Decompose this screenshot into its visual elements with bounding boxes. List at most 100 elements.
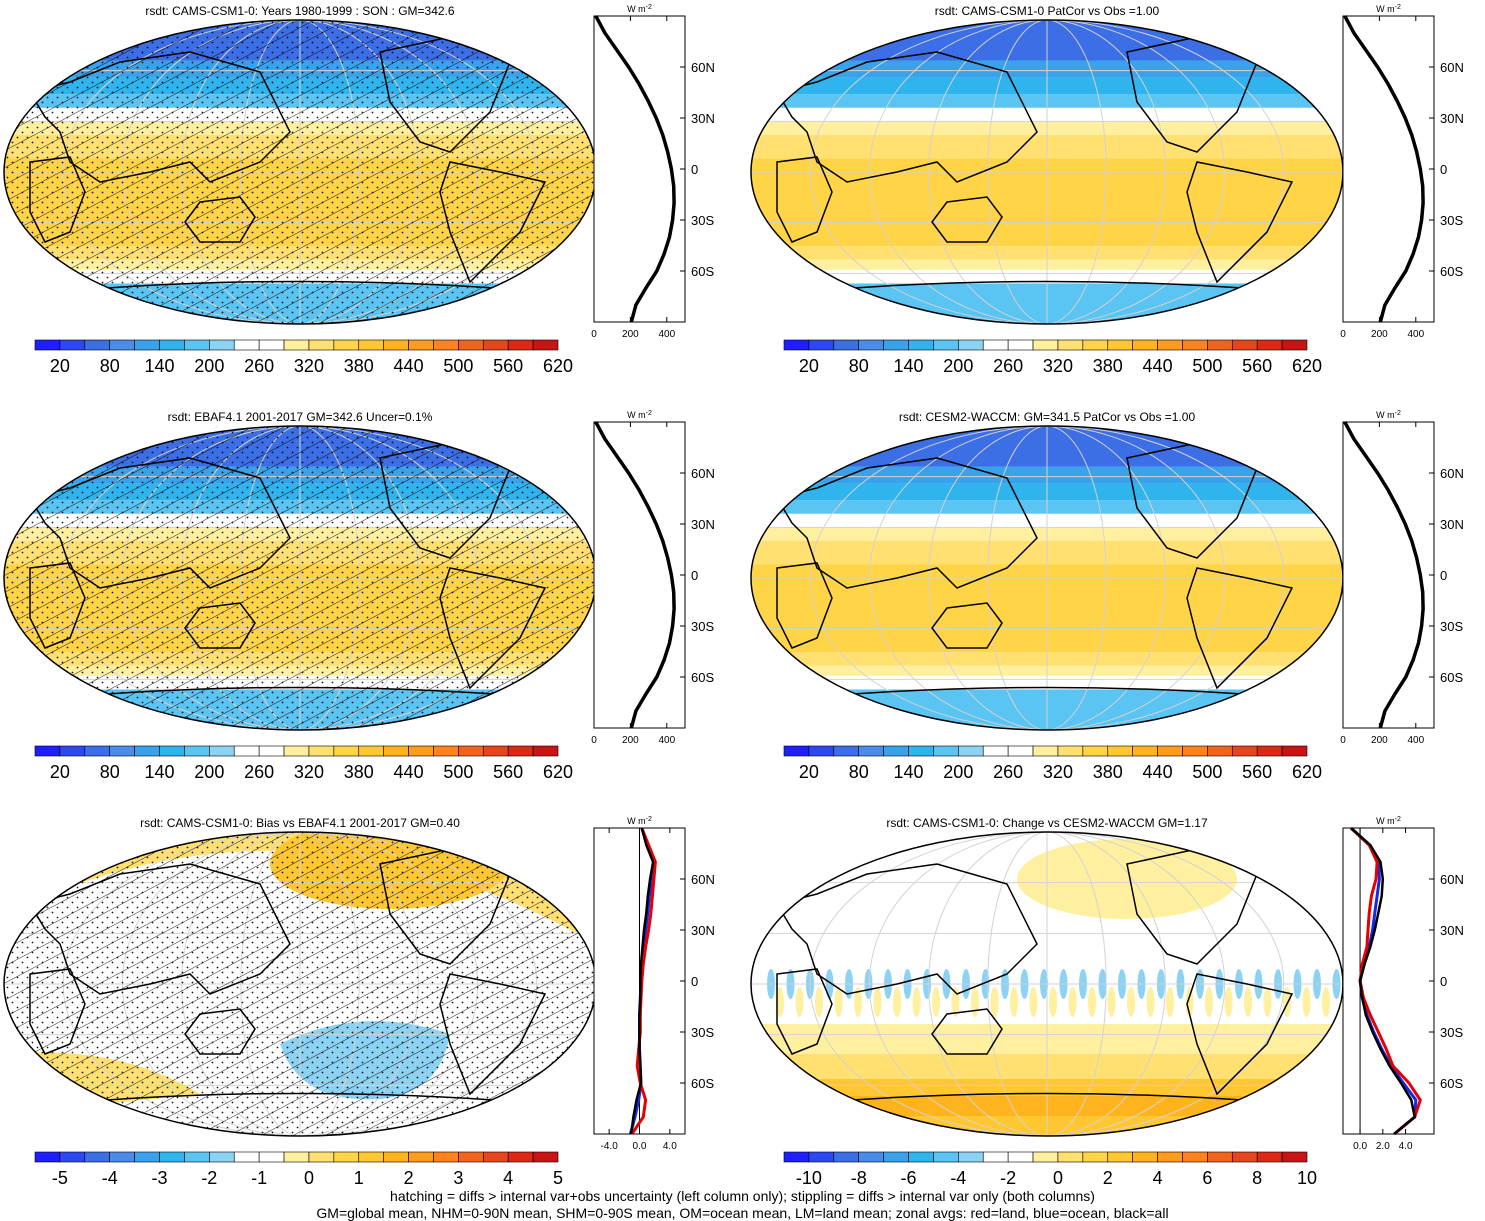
colorbar-box bbox=[482, 1151, 509, 1163]
lat-tick-label: 30N bbox=[691, 517, 715, 532]
colorbar-box bbox=[184, 745, 210, 757]
colorbar-label: -6 bbox=[901, 1168, 917, 1188]
colorbar-box bbox=[233, 339, 260, 351]
colorbar-box bbox=[358, 745, 384, 757]
zonal-plot-bias: W m-2 -4.0 0.0 4.0 60N 30N 0 30S 60S bbox=[593, 816, 715, 1152]
coast-africa bbox=[776, 562, 833, 649]
colorbar-box bbox=[1256, 745, 1283, 757]
colorbar-box bbox=[1231, 745, 1258, 757]
lat-tick-label: 30N bbox=[1440, 111, 1464, 126]
map-field bbox=[751, 426, 1343, 730]
colorbar-box bbox=[958, 339, 984, 351]
colorbar-label: 620 bbox=[543, 356, 573, 376]
zonal-plot-change: W m-2 0.0 2.0 4.0 60N 30N 0 30S 60S bbox=[1342, 816, 1464, 1152]
colorbar-box bbox=[134, 339, 160, 351]
lat-tick-label: 60S bbox=[691, 1076, 714, 1091]
colorbar-box bbox=[308, 1151, 335, 1163]
zonal-plot-reference-model: W m-2 0 200 400 60N 30N 0 30S 60S bbox=[1340, 410, 1464, 746]
colorbar-label: 4 bbox=[503, 1168, 513, 1188]
colorbar-box bbox=[433, 339, 459, 351]
longitude-line bbox=[868, 832, 1226, 1136]
x-tick-label: 0 bbox=[1340, 329, 1346, 340]
field-equator-positive bbox=[1010, 987, 1018, 1017]
lat-tick-label: 0 bbox=[691, 974, 698, 989]
colorbar-box bbox=[358, 339, 384, 351]
longitude-line bbox=[809, 832, 1285, 1136]
field-equator-positive bbox=[1322, 987, 1330, 1017]
colorbar-box bbox=[308, 745, 335, 757]
x-tick-label: 4.0 bbox=[663, 1141, 677, 1152]
colorbar-label: 0 bbox=[1053, 1168, 1063, 1188]
colorbar-box bbox=[883, 1151, 909, 1163]
zonal-series-line bbox=[629, 827, 655, 1135]
longitude-line bbox=[809, 426, 1285, 730]
colorbar-label: -10 bbox=[796, 1168, 822, 1188]
zonal-frame bbox=[1342, 827, 1435, 1135]
colorbar-box bbox=[1281, 745, 1308, 757]
x-tick-label: 4.0 bbox=[1399, 1141, 1413, 1152]
x-tick-label: -4.0 bbox=[601, 1141, 619, 1152]
map-field bbox=[4, 832, 596, 1136]
lat-tick-label: 30N bbox=[691, 111, 715, 126]
colorbar-box bbox=[1057, 339, 1084, 351]
colorbar-box bbox=[1132, 339, 1158, 351]
colorbar-box bbox=[908, 1151, 934, 1163]
field-equator-positive bbox=[795, 987, 804, 1017]
colorbar-box bbox=[333, 745, 360, 757]
colorbar-label: 200 bbox=[194, 356, 224, 376]
colorbar-label: 560 bbox=[493, 356, 523, 376]
colorbar-box bbox=[908, 745, 934, 757]
colorbar-label: 8 bbox=[1252, 1168, 1262, 1188]
colorbar-label: 80 bbox=[100, 762, 120, 782]
lat-tick-label: 30S bbox=[1440, 1025, 1463, 1040]
graticule bbox=[751, 832, 1343, 1136]
colorbar-box bbox=[1207, 339, 1233, 351]
colorbar-label: 320 bbox=[1043, 356, 1073, 376]
zonal-unit: W m-2 bbox=[627, 816, 652, 826]
colorbar-box bbox=[109, 1151, 135, 1163]
stippling-overlay bbox=[4, 426, 596, 730]
colorbar-box bbox=[958, 745, 984, 757]
colorbar-box bbox=[482, 339, 509, 351]
zonal-plot-obs-climatology: W m-2 0 200 400 60N 30N 0 30S 60S bbox=[591, 410, 715, 746]
field-equator-positive bbox=[1302, 987, 1311, 1017]
colorbar-box bbox=[233, 1151, 260, 1163]
colorbar-label: 80 bbox=[849, 356, 869, 376]
colorbar-box bbox=[1182, 1151, 1208, 1163]
colorbar-box bbox=[532, 745, 559, 757]
coast-south-america bbox=[1186, 973, 1294, 1096]
coast-south-america bbox=[1186, 161, 1294, 284]
colorbar-label: 140 bbox=[145, 762, 175, 782]
colorbar-label: -3 bbox=[152, 1168, 168, 1188]
colorbar-label: 620 bbox=[1292, 762, 1322, 782]
colorbar-box bbox=[1281, 339, 1308, 351]
panel-title: rsdt: CESM2-WACCM: GM=341.5 PatCor vs Ob… bbox=[899, 410, 1196, 424]
map-field bbox=[4, 426, 596, 730]
colorbar-label: 380 bbox=[344, 762, 374, 782]
colorbar-label: 20 bbox=[799, 356, 819, 376]
colorbar-label: 20 bbox=[50, 762, 70, 782]
colorbar-box bbox=[1057, 745, 1084, 757]
colorbar-box bbox=[933, 1151, 959, 1163]
colorbar-label: 3 bbox=[453, 1168, 463, 1188]
lat-tick-label: 30S bbox=[691, 1025, 714, 1040]
colorbar-label: 2 bbox=[404, 1168, 414, 1188]
colorbar-box bbox=[433, 1151, 459, 1163]
colorbar-label: 440 bbox=[394, 356, 424, 376]
coast-australia bbox=[931, 1008, 1003, 1055]
lat-tick-label: 30S bbox=[691, 619, 714, 634]
coast-africa bbox=[776, 156, 833, 243]
zonal-series-line bbox=[1343, 15, 1425, 323]
colorbar-box bbox=[783, 339, 810, 351]
field-equator-positive bbox=[1029, 987, 1038, 1017]
colorbar-box bbox=[1082, 745, 1109, 757]
colorbar-box bbox=[383, 339, 409, 351]
colorbar-box bbox=[1107, 339, 1133, 351]
colorbar-box bbox=[134, 1151, 160, 1163]
colorbar-box bbox=[209, 745, 235, 757]
lat-tick-label: 0 bbox=[691, 162, 698, 177]
x-tick-label: 200 bbox=[1371, 329, 1388, 340]
field-equator-positive bbox=[776, 987, 784, 1017]
colorbar-label: 140 bbox=[145, 356, 175, 376]
x-tick-label: 400 bbox=[658, 735, 675, 746]
